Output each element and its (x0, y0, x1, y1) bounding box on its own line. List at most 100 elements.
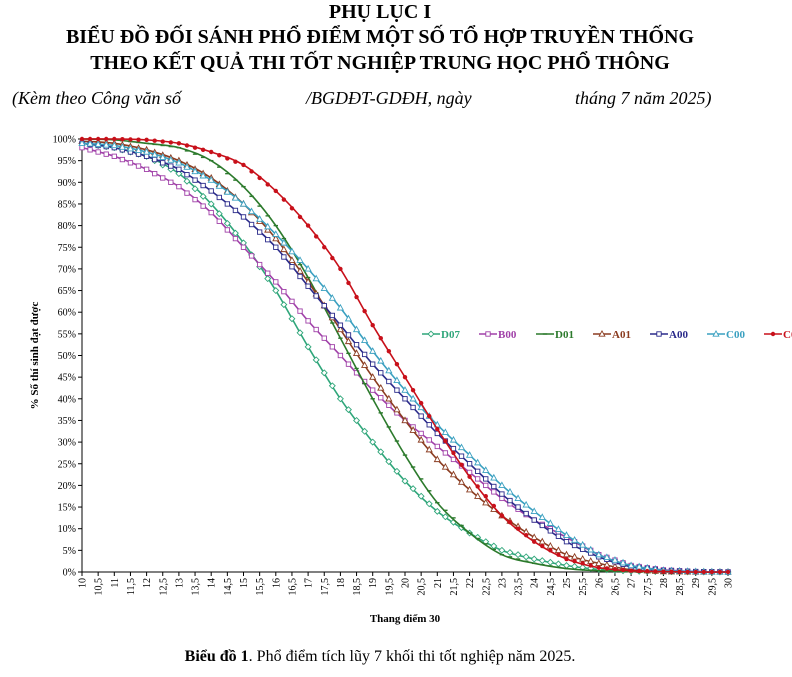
data-point (370, 361, 376, 367)
data-point (499, 513, 505, 518)
data-point (192, 177, 198, 183)
data-point (433, 507, 441, 515)
data-point (483, 494, 488, 499)
y-tick-label: 40% (58, 394, 76, 405)
data-point (546, 519, 554, 526)
data-point (386, 378, 392, 385)
data-point (233, 159, 238, 164)
data-point (426, 437, 432, 443)
data-point (168, 163, 174, 169)
y-tick-label: 5% (63, 546, 76, 557)
x-tick-label: 24,5 (546, 578, 557, 596)
x-tick-label: 28,5 (675, 578, 686, 596)
legend-marker (770, 331, 776, 337)
data-point (725, 569, 731, 575)
data-point (427, 413, 432, 419)
legend-marker (656, 331, 662, 337)
data-point (693, 569, 698, 575)
data-point (239, 199, 248, 207)
data-point (289, 298, 295, 305)
data-point (426, 422, 432, 428)
y-tick-label: 35% (58, 416, 76, 427)
legend-item-a01: A01 (593, 329, 631, 341)
x-tick-label: 20 (401, 578, 412, 588)
data-point (409, 426, 417, 433)
data-point (273, 279, 279, 285)
legend-label: A00 (669, 329, 688, 341)
chart-page-title-line2: THEO KẾT QUẢ THI TỐT NGHIỆP TRUNG HỌC PH… (90, 52, 670, 74)
data-point (288, 315, 296, 323)
data-point (539, 522, 545, 529)
x-tick-label: 18 (336, 578, 347, 588)
data-point (344, 406, 352, 414)
data-point (458, 453, 465, 459)
data-point (457, 443, 466, 451)
data-point (328, 294, 336, 301)
data-point (361, 351, 368, 358)
data-point (168, 179, 174, 185)
data-point (394, 387, 400, 393)
data-point (571, 542, 578, 549)
data-point (160, 175, 166, 181)
data-point (200, 147, 206, 153)
series-a01 (78, 137, 732, 575)
data-point (232, 207, 239, 214)
data-point (192, 145, 198, 150)
data-point (191, 167, 199, 175)
data-point (451, 450, 456, 456)
data-point (418, 430, 424, 437)
data-point (118, 143, 126, 150)
data-point (603, 553, 611, 561)
data-point (588, 563, 593, 568)
legend-marker (427, 330, 435, 338)
data-point (304, 343, 312, 351)
x-tick-label: 22 (465, 578, 476, 588)
data-point (216, 218, 222, 224)
data-point (547, 528, 554, 534)
data-point (79, 136, 85, 142)
data-point (143, 153, 150, 159)
data-point (328, 382, 336, 390)
series-a00 (79, 140, 731, 575)
data-point (152, 156, 158, 163)
x-tick-label: 29,5 (707, 578, 718, 596)
data-point (352, 349, 361, 356)
data-point (152, 138, 157, 143)
data-point (110, 141, 118, 149)
data-point (645, 568, 650, 574)
data-point (595, 550, 603, 558)
data-point (215, 210, 223, 218)
data-point (305, 318, 311, 324)
series-line (81, 138, 729, 573)
data-point (531, 517, 537, 523)
series-line (81, 140, 729, 573)
x-tick-label: 24 (530, 578, 541, 588)
data-point (402, 374, 408, 380)
data-point (417, 492, 425, 500)
data-point (474, 458, 482, 466)
data-point (483, 476, 489, 482)
y-tick-label: 10% (58, 524, 76, 535)
data-point (240, 214, 247, 220)
data-point (475, 468, 481, 474)
data-point (522, 500, 530, 508)
data-point (247, 207, 256, 215)
legend-label: A01 (612, 329, 631, 341)
data-point (142, 147, 151, 155)
x-tick-label: 25,5 (578, 578, 589, 596)
x-tick-label: 14 (207, 578, 218, 588)
x-tick-label: 16 (271, 578, 282, 588)
data-point (337, 322, 344, 328)
legend-item-d07: D07 (422, 329, 460, 341)
data-point (184, 143, 190, 148)
data-point (661, 569, 666, 574)
x-tick-label: 11 (110, 578, 121, 588)
x-tick-label: 11,5 (126, 578, 137, 595)
data-point (330, 255, 335, 261)
series-c01 (79, 136, 731, 575)
data-point (491, 489, 497, 495)
data-point (515, 504, 521, 510)
data-point (378, 370, 384, 376)
x-tick-label: 21 (433, 578, 444, 588)
data-point (554, 560, 562, 568)
